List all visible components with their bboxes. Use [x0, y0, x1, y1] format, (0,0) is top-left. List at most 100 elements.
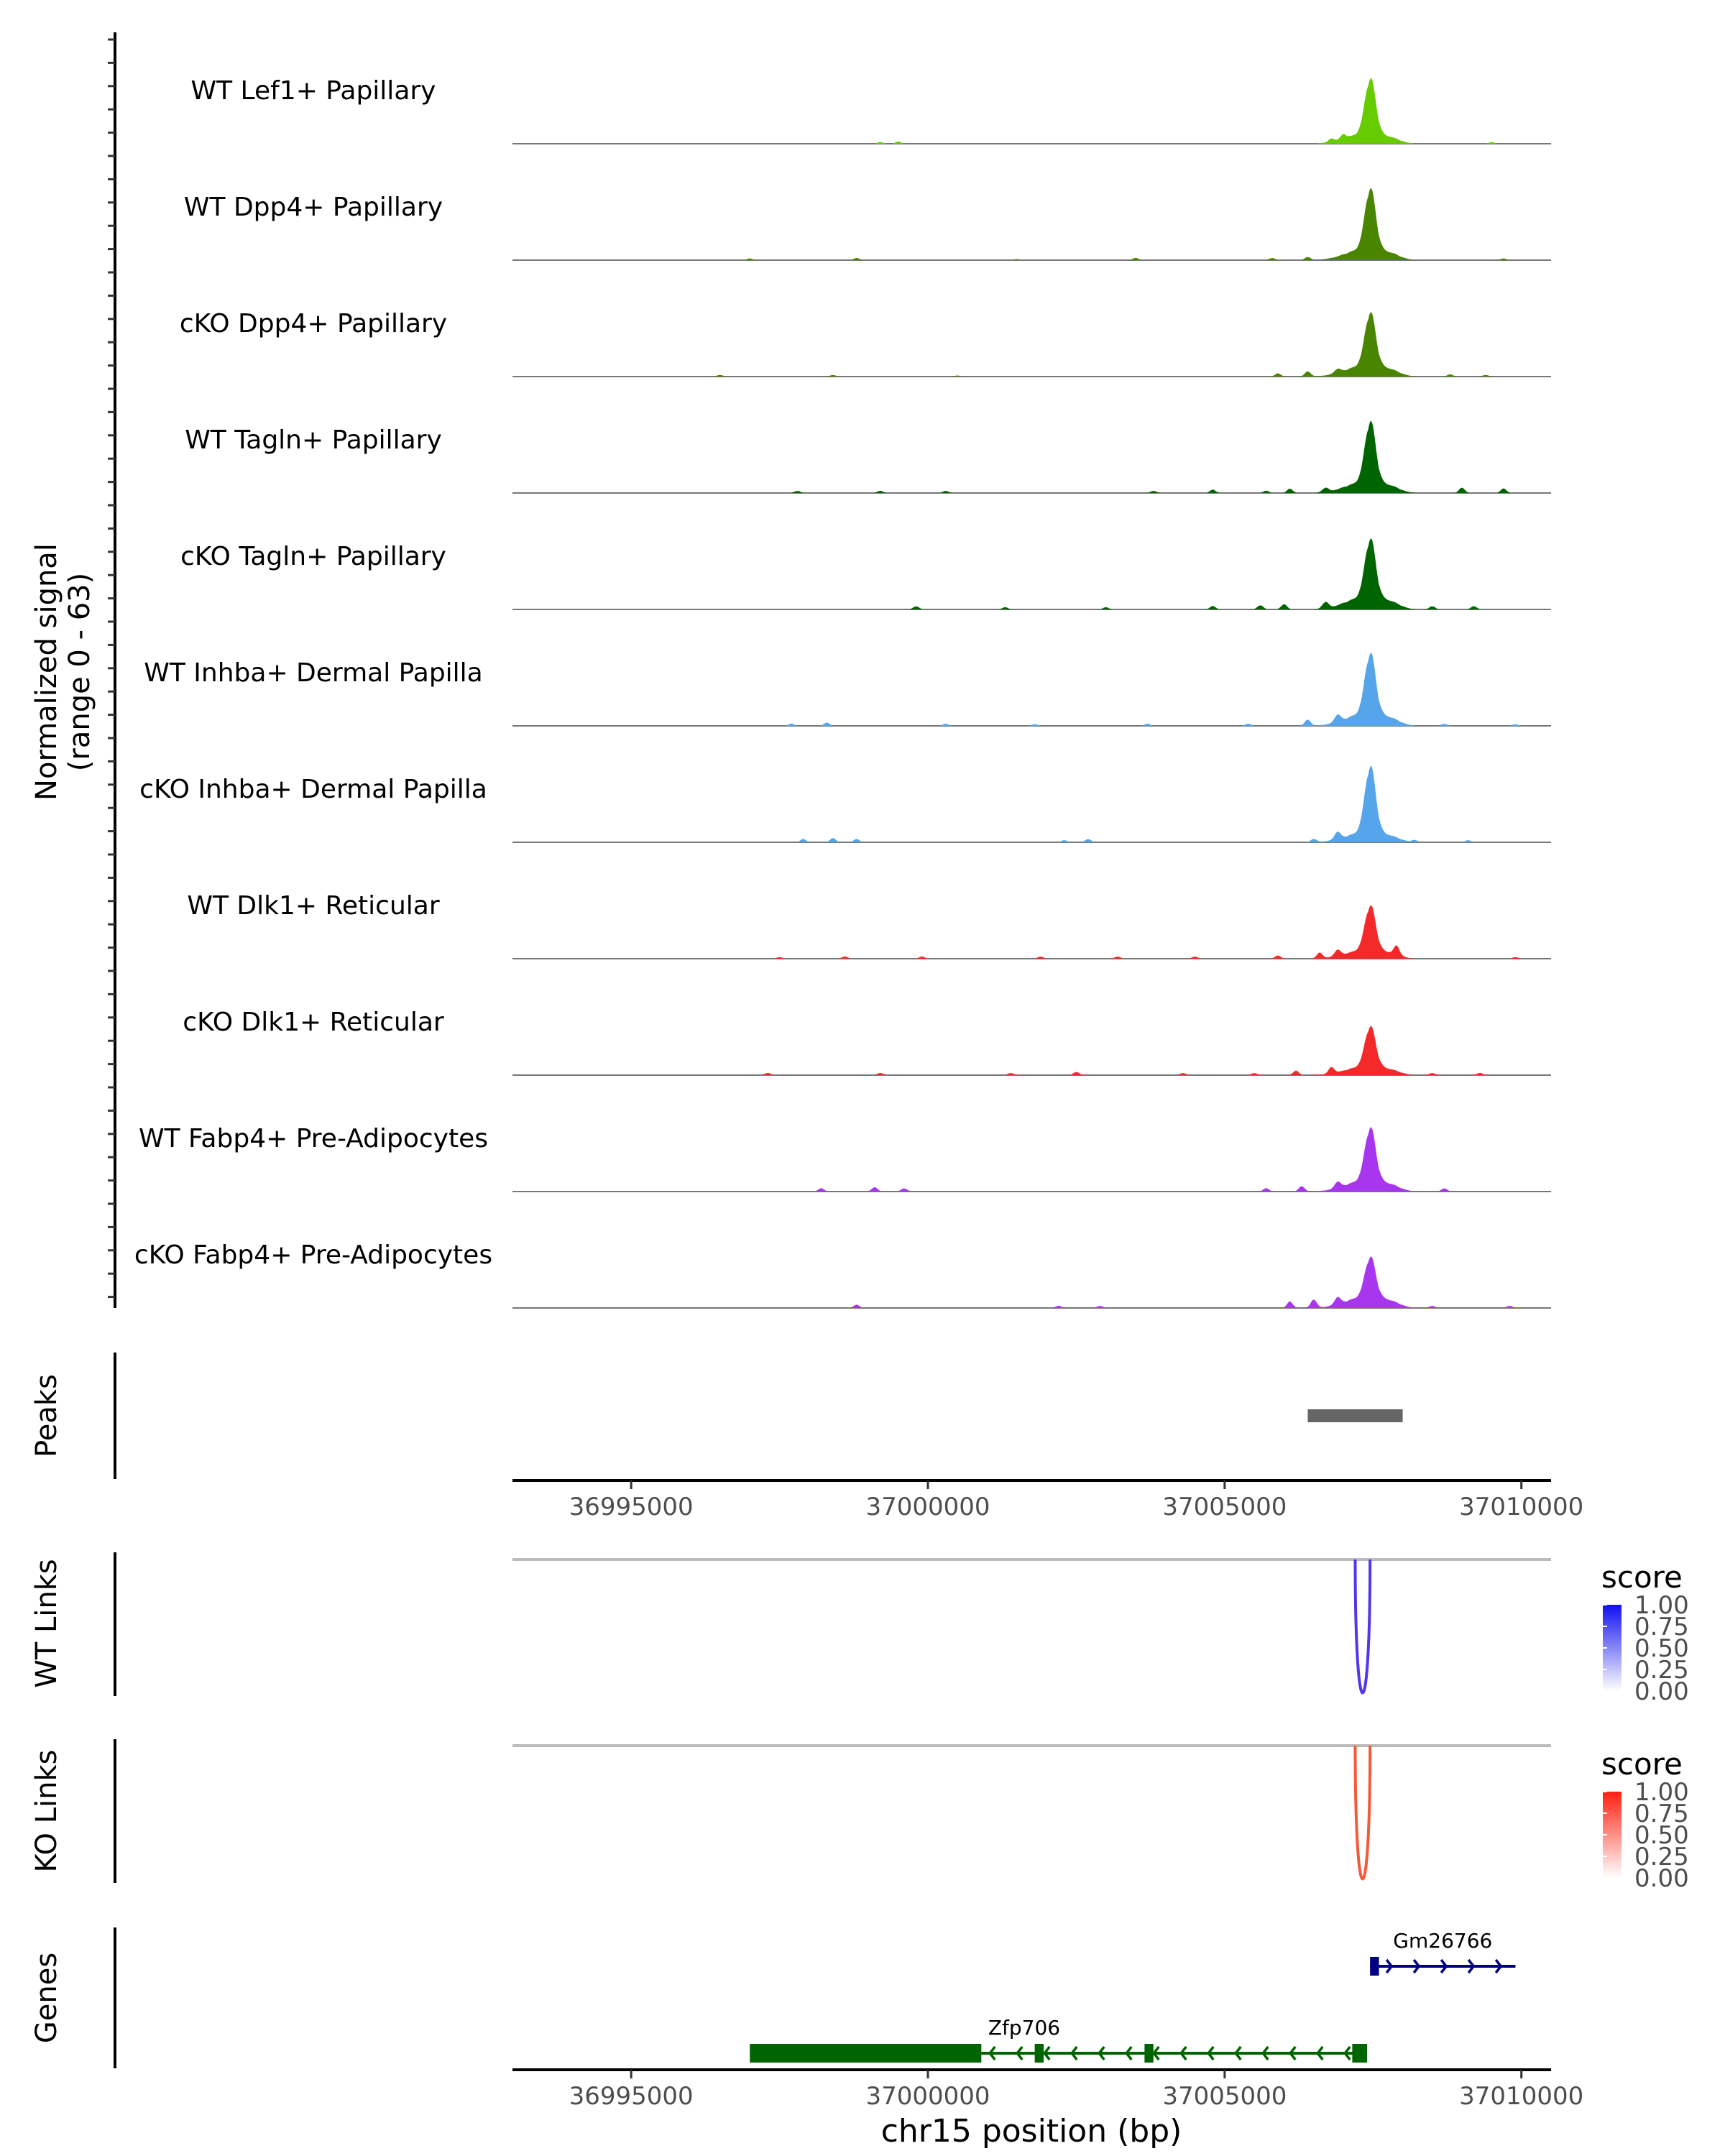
gene-zfp706-exon — [1352, 2044, 1368, 2063]
gene-zfp706-strand-chevron — [1098, 2045, 1105, 2061]
coverage-track-cko-fabp4-pre-adipocytes: cKO Fabp4+ Pre-Adipocytes — [134, 1240, 1551, 1309]
gene-gm26766-strand-chevron — [1467, 1958, 1476, 1974]
track-label-cko-fabp4-pre-adipocytes: cKO Fabp4+ Pre-Adipocytes — [134, 1240, 492, 1270]
ko-links-legend-title: score — [1601, 1746, 1683, 1782]
ko-links-legend-break: 0.00 — [1634, 1864, 1689, 1893]
gene-zfp706-exon — [1144, 2044, 1154, 2063]
x-axis-top-tick-label: 37010000 — [1459, 1493, 1583, 1521]
coverage-y-label-line2: (range 0 - 63) — [63, 573, 96, 771]
wt-links-legend-break: 0.25 — [1634, 1656, 1689, 1685]
wt-links-arc — [1353, 1559, 1372, 1695]
coverage-track-wt-dlk1-reticular: WT Dlk1+ Reticular — [187, 891, 1551, 959]
gene-zfp706: Zfp706 — [750, 2016, 1368, 2063]
wt-links-legend-break: 0.75 — [1634, 1613, 1689, 1641]
wt-links-legend-break: 0.50 — [1634, 1634, 1689, 1663]
coverage-area-wt-inhba-dermal-papilla — [512, 653, 1551, 726]
peak-interval — [1307, 1409, 1403, 1422]
gene-zfp706-strand-chevron — [1261, 2045, 1269, 2061]
track-label-cko-inhba-dermal-papilla: cKO Inhba+ Dermal Papilla — [139, 775, 487, 804]
x-axis-top-tick-label: 37005000 — [1162, 1493, 1287, 1521]
track-label-cko-dlk1-reticular: cKO Dlk1+ Reticular — [183, 1008, 444, 1037]
gene-gm26766-exon — [1370, 1957, 1379, 1976]
coverage-area-cko-inhba-dermal-papilla — [512, 766, 1551, 842]
track-label-wt-dpp4-papillary: WT Dpp4+ Papillary — [184, 193, 443, 222]
gene-gm26766-strand-chevron — [1440, 1958, 1448, 1974]
gene-gm26766-strand-chevron — [1494, 1958, 1503, 1974]
wt-links-legend-title: score — [1601, 1560, 1683, 1595]
gene-zfp706-exon — [1034, 2044, 1044, 2063]
genes-panel: Genes Gm26766 Zfp706 — [30, 1927, 1516, 2068]
coverage-y-axis — [108, 32, 116, 1308]
gene-gm26766-label: Gm26766 — [1393, 1929, 1492, 1953]
coverage-track-cko-inhba-dermal-papilla: cKO Inhba+ Dermal Papilla — [139, 766, 1551, 843]
ko-links-arc — [1353, 1745, 1372, 1881]
coverage-track-cko-dlk1-reticular: cKO Dlk1+ Reticular — [183, 1008, 1551, 1076]
coverage-track-wt-dpp4-papillary: WT Dpp4+ Papillary — [184, 188, 1551, 261]
x-axis-bottom-tick-label: 37000000 — [865, 2082, 990, 2111]
coverage-area-wt-dpp4-papillary — [512, 188, 1551, 260]
peaks-axis-label: Peaks — [30, 1374, 63, 1457]
gene-zfp706-strand-chevron — [1316, 2045, 1324, 2061]
peaks-panel: Peaks — [30, 1353, 1403, 1479]
ko-links-legend-break: 0.50 — [1634, 1821, 1689, 1850]
track-label-cko-tagln-papillary: cKO Tagln+ Papillary — [180, 542, 446, 571]
x-axis-bottom-tick-label: 37010000 — [1459, 2082, 1583, 2111]
track-label-cko-dpp4-papillary: cKO Dpp4+ Papillary — [180, 309, 447, 338]
coverage-tracks: WT Lef1+ Papillary WT Dpp4+ Papillary cKO … — [134, 76, 1551, 1309]
coverage-area-wt-fabp4-pre-adipocytes — [512, 1127, 1551, 1192]
gene-zfp706-strand-chevron — [1125, 2045, 1133, 2061]
gene-zfp706-strand-chevron — [1043, 2045, 1051, 2061]
x-axis-bottom-tick-label: 37005000 — [1162, 2082, 1287, 2111]
coverage-track-wt-lef1-papillary: WT Lef1+ Papillary — [191, 76, 1551, 144]
coverage-area-cko-dlk1-reticular — [512, 1026, 1551, 1075]
gene-zfp706-label: Zfp706 — [988, 2016, 1060, 2040]
track-label-wt-fabp4-pre-adipocytes: WT Fabp4+ Pre-Adipocytes — [139, 1124, 488, 1153]
gene-gm26766: Gm26766 — [1370, 1929, 1516, 1976]
coverage-track-wt-inhba-dermal-papilla: WT Inhba+ Dermal Papilla — [144, 653, 1551, 727]
x-axis-top-tick-label: 37000000 — [865, 1493, 990, 1521]
x-axis-top-tick-label: 36995000 — [569, 1493, 694, 1521]
wt-links-panel: WT Links — [30, 1552, 1551, 1696]
gene-zfp706-strand-chevron — [1289, 2045, 1297, 2061]
coverage-area-wt-dlk1-reticular — [512, 905, 1551, 959]
coverage-track-cko-tagln-papillary: cKO Tagln+ Papillary — [180, 538, 1551, 610]
x-axis-bottom: 36995000 37000000 37005000 37010000 — [512, 2068, 1583, 2111]
wt-links-axis-label: WT Links — [30, 1559, 63, 1687]
genes-axis-label: Genes — [30, 1953, 63, 2043]
coverage-area-cko-dpp4-papillary — [512, 312, 1551, 377]
gene-zfp706-strand-chevron — [1179, 2045, 1187, 2061]
coverage-area-cko-tagln-papillary — [512, 538, 1551, 609]
coverage-area-wt-tagln-papillary — [512, 420, 1551, 493]
track-label-wt-lef1-papillary: WT Lef1+ Papillary — [191, 76, 436, 106]
gene-zfp706-strand-chevron — [1016, 2045, 1024, 2061]
gene-zfp706-strand-chevron — [1070, 2045, 1078, 2061]
track-label-wt-dlk1-reticular: WT Dlk1+ Reticular — [187, 891, 439, 921]
coverage-track-cko-dpp4-papillary: cKO Dpp4+ Papillary — [180, 309, 1551, 377]
gene-zfp706-exon — [750, 2044, 982, 2063]
gene-zfp706-strand-chevron — [1207, 2045, 1215, 2061]
coverage-track-wt-tagln-papillary: WT Tagln+ Papillary — [185, 420, 1551, 494]
ko-links-legend-break: 0.25 — [1634, 1843, 1689, 1871]
track-label-wt-inhba-dermal-papilla: WT Inhba+ Dermal Papilla — [144, 658, 482, 688]
coverage-area-cko-fabp4-pre-adipocytes — [512, 1256, 1551, 1308]
coverage-y-label-line1: Normalized signal — [30, 543, 63, 801]
gene-zfp706-strand-chevron — [1343, 2045, 1351, 2061]
coverage-area-wt-lef1-papillary — [512, 78, 1551, 144]
x-axis-bottom-tick-label: 36995000 — [569, 2082, 694, 2111]
track-label-wt-tagln-papillary: WT Tagln+ Papillary — [185, 425, 442, 455]
ko-links-axis-label: KO Links — [30, 1750, 63, 1873]
x-axis-top: 36995000 37000000 37005000 37010000 — [512, 1479, 1583, 1521]
ko-links-legend-break: 0.75 — [1634, 1800, 1689, 1828]
coverage-track-wt-fabp4-pre-adipocytes: WT Fabp4+ Pre-Adipocytes — [139, 1124, 1551, 1192]
ko-links-legend-break: 1.00 — [1634, 1778, 1689, 1807]
gene-zfp706-strand-chevron — [988, 2045, 996, 2061]
wt-links-legend-break: 1.00 — [1634, 1591, 1689, 1620]
gene-gm26766-strand-chevron — [1412, 1958, 1421, 1974]
gene-zfp706-strand-chevron — [1152, 2045, 1160, 2061]
x-axis-label: chr15 position (bp) — [881, 2113, 1182, 2150]
ko-links-panel: KO Links — [30, 1739, 1551, 1883]
gene-gm26766-strand-chevron — [1385, 1958, 1394, 1974]
